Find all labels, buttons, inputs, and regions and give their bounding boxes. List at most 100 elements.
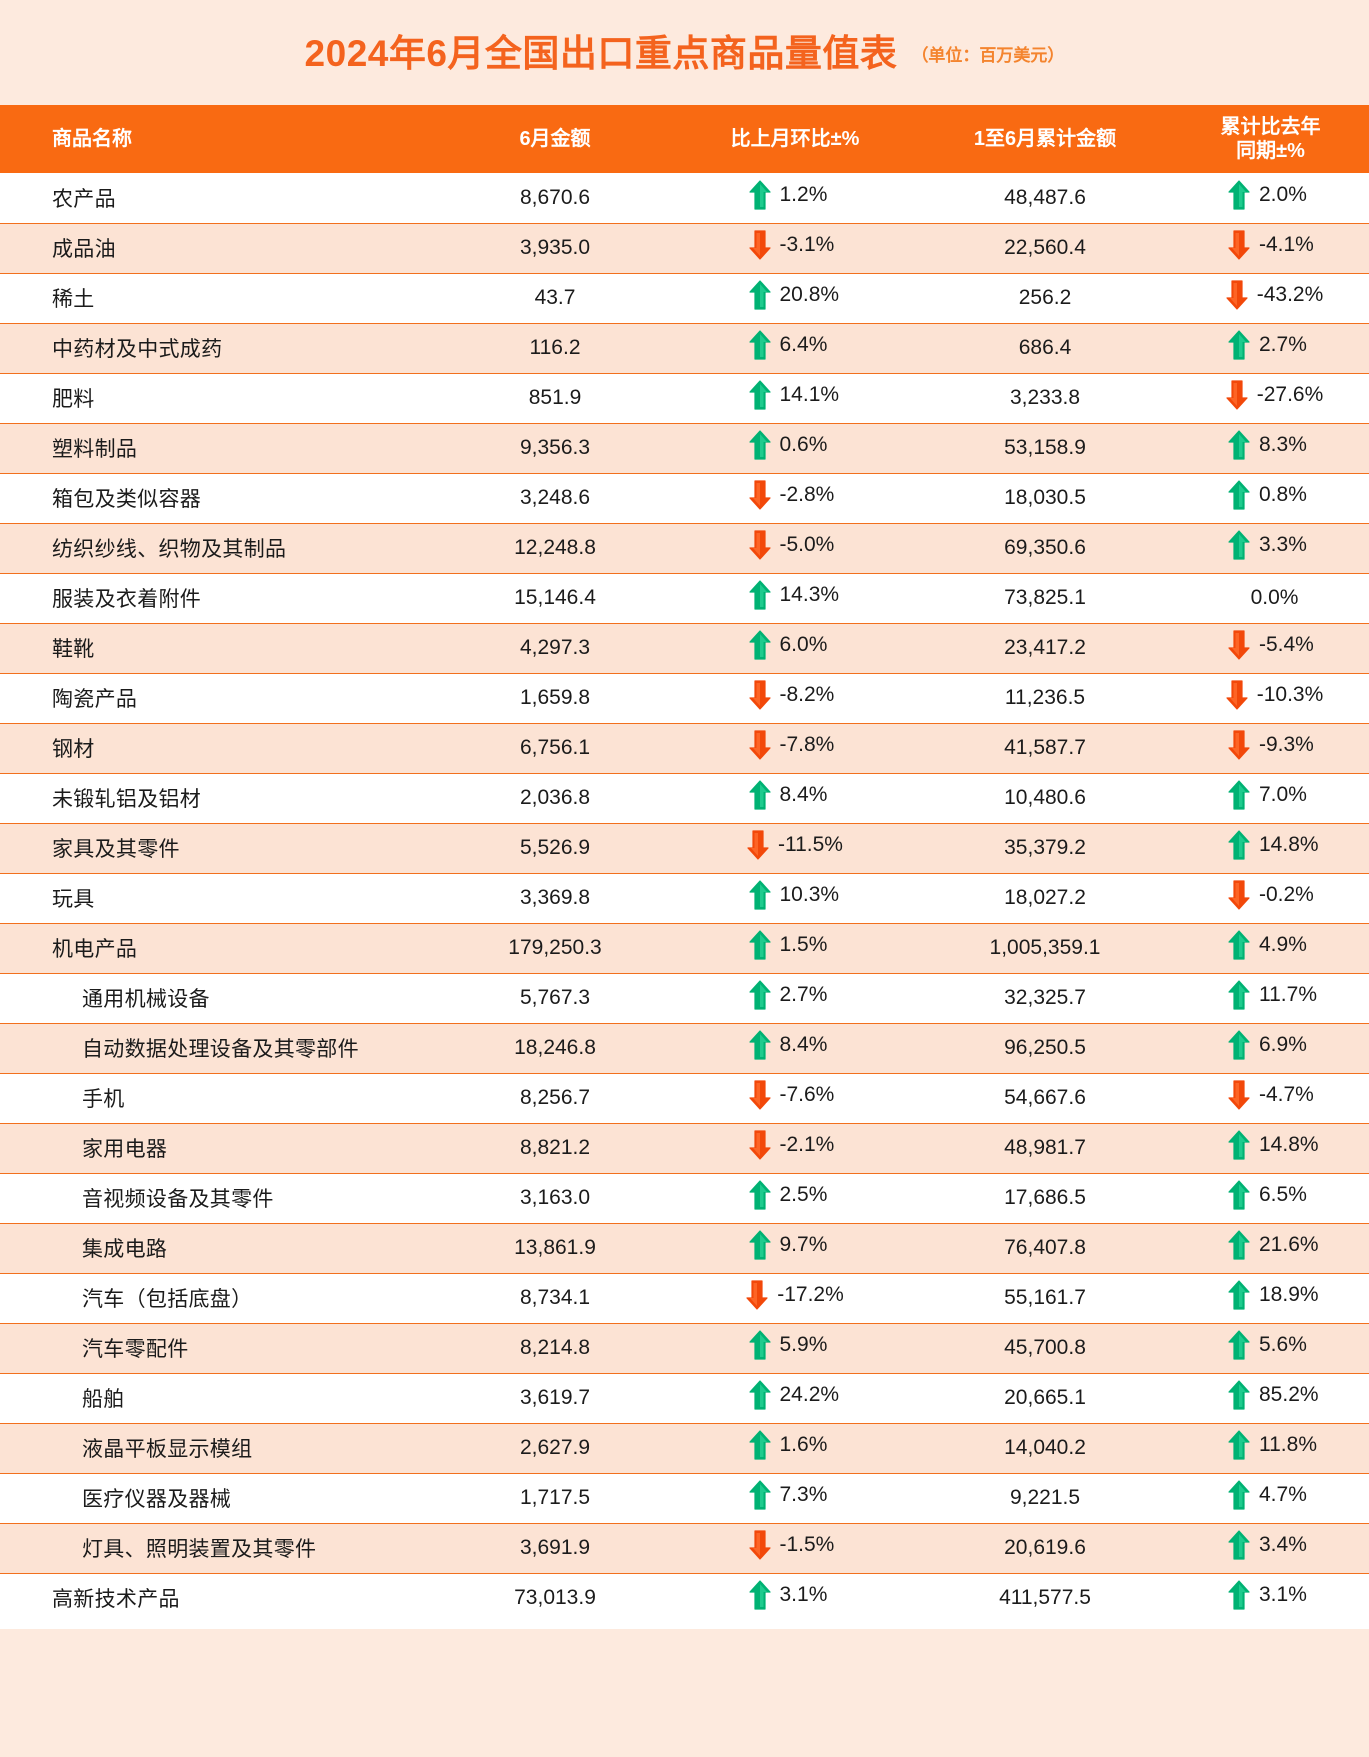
cell-commodity-name: 灯具、照明装置及其零件	[82, 1538, 317, 1561]
arrow-down-icon	[748, 1080, 771, 1110]
arrow-up-icon	[1228, 480, 1250, 510]
mom-change: 2.7%	[739, 980, 851, 1010]
arrow-down-icon	[1228, 730, 1250, 760]
cell-commodity-name: 服装及衣着附件	[52, 588, 202, 611]
cell-june-amount: 9,356.3	[519, 436, 591, 459]
cell-yoy: 11.7%	[1180, 973, 1369, 1023]
cell-yoy: 6.9%	[1180, 1023, 1369, 1073]
cell-june-amount: 13,861.9	[514, 1236, 596, 1259]
yoy-value: 5.6%	[1259, 1333, 1307, 1356]
cell-mom: 20.8%	[680, 273, 910, 323]
cell-yoy: -27.6%	[1180, 373, 1369, 423]
cell-mom: -3.1%	[680, 223, 910, 273]
cell-june-amount: 179,250.3	[508, 936, 602, 959]
yoy-change: 8.3%	[1219, 430, 1331, 460]
arrow-up-icon	[1228, 330, 1250, 360]
arrow-up-icon	[748, 380, 771, 410]
arrow-down-icon	[1228, 1080, 1250, 1110]
table-row: 通用机械设备 5,767.3 2.7% 32,325.7 11.7%	[0, 973, 1369, 1023]
cell-june-amount: 3,619.7	[519, 1386, 591, 1409]
cell-june-amount: 3,935.0	[519, 236, 591, 259]
cell-cumulative-amount: 55,161.7	[1004, 1286, 1086, 1309]
yoy-change: -5.4%	[1219, 630, 1331, 660]
cell-mom: 0.6%	[680, 423, 910, 473]
arrow-up-icon	[1228, 1030, 1250, 1060]
cell-mom: 6.4%	[680, 323, 910, 373]
table-row: 汽车零配件 8,214.8 5.9% 45,700.8 5.6%	[0, 1323, 1369, 1373]
cell-mom: 2.5%	[680, 1173, 910, 1223]
mom-value: -3.1%	[779, 233, 835, 256]
cell-mom: 14.3%	[680, 573, 910, 623]
yoy-change: 0.0%	[1219, 586, 1331, 610]
cell-yoy: 3.3%	[1180, 523, 1369, 573]
cell-june-amount: 8,670.6	[519, 185, 591, 209]
cell-yoy: 11.8%	[1180, 1423, 1369, 1473]
cell-yoy: -43.2%	[1180, 273, 1369, 323]
mom-change: -8.2%	[739, 680, 851, 710]
mom-value: 2.5%	[779, 1183, 828, 1206]
arrow-down-icon	[1228, 230, 1250, 260]
cell-june-amount: 1,717.5	[519, 1486, 591, 1509]
cell-mom: -17.2%	[680, 1273, 910, 1323]
arrow-up-icon	[1228, 830, 1250, 860]
cell-cumulative-amount: 96,250.5	[1004, 1036, 1086, 1059]
cell-mom: -8.2%	[680, 673, 910, 723]
column-header-amount: 6月金额	[430, 105, 680, 173]
mom-change: 2.5%	[739, 1180, 851, 1210]
cell-cumulative-amount: 10,480.6	[1004, 786, 1086, 809]
table-row: 稀土 43.7 20.8% 256.2 -43.2%	[0, 273, 1369, 323]
yoy-change: 5.6%	[1219, 1330, 1331, 1360]
cell-june-amount: 6,756.1	[519, 736, 591, 759]
mom-change: -17.2%	[739, 1280, 851, 1310]
mom-change: 0.6%	[739, 430, 851, 460]
arrow-up-icon	[1228, 1530, 1250, 1560]
yoy-value: -0.2%	[1259, 883, 1314, 906]
cell-yoy: 4.7%	[1180, 1473, 1369, 1523]
cell-cumulative-amount: 20,619.6	[1004, 1536, 1086, 1559]
cell-yoy: -5.4%	[1180, 623, 1369, 673]
arrow-down-icon	[748, 530, 771, 560]
mom-value: 24.2%	[779, 1383, 840, 1406]
cell-commodity-name: 钢材	[52, 738, 95, 761]
cell-yoy: 14.8%	[1180, 823, 1369, 873]
cell-cumulative-amount: 73,825.1	[1004, 586, 1086, 609]
export-data-table: 商品名称 6月金额 比上月环比±% 1至6月累计金额 累计比去年 同期±% 农产…	[0, 105, 1369, 1623]
table-row: 农产品 8,670.6 1.2% 48,487.6 2.0%	[0, 173, 1369, 223]
yoy-value: 6.5%	[1259, 1183, 1307, 1206]
cell-june-amount: 5,767.3	[519, 986, 591, 1009]
yoy-change: -0.2%	[1219, 880, 1331, 910]
table-row: 手机 8,256.7 -7.6% 54,667.6 -4.7%	[0, 1073, 1369, 1123]
cell-yoy: 3.4%	[1180, 1523, 1369, 1573]
mom-value: 6.0%	[779, 633, 828, 656]
table-row: 家用电器 8,821.2 -2.1% 48,981.7 14.8%	[0, 1123, 1369, 1173]
cell-cumulative-amount: 23,417.2	[1004, 636, 1086, 659]
cell-commodity-name: 家用电器	[82, 1138, 168, 1161]
yoy-change: 14.8%	[1219, 830, 1331, 860]
cell-commodity-name: 自动数据处理设备及其零部件	[82, 1038, 359, 1061]
mom-value: -8.2%	[779, 683, 835, 706]
mom-value: -2.1%	[779, 1133, 835, 1156]
cell-june-amount: 73,013.9	[514, 1586, 596, 1610]
yoy-value: -5.4%	[1259, 633, 1314, 656]
yoy-change: 11.7%	[1219, 980, 1331, 1010]
yoy-change: 6.5%	[1219, 1180, 1331, 1210]
cell-commodity-name: 高新技术产品	[52, 1588, 180, 1612]
cell-mom: 1.5%	[680, 923, 910, 973]
cell-commodity-name: 箱包及类似容器	[52, 488, 202, 511]
arrow-up-icon	[748, 280, 771, 310]
mom-change: 7.3%	[739, 1480, 851, 1510]
mom-change: 1.6%	[739, 1430, 851, 1460]
cell-cumulative-amount: 18,030.5	[1004, 486, 1086, 509]
cell-commodity-name: 家具及其零件	[52, 838, 180, 861]
yoy-value: 4.7%	[1259, 1483, 1307, 1506]
cell-commodity-name: 肥料	[52, 388, 95, 411]
mom-change: 5.9%	[739, 1330, 851, 1360]
yoy-value: -43.2%	[1256, 283, 1324, 306]
mom-change: -7.8%	[739, 730, 851, 760]
table-row: 钢材 6,756.1 -7.8% 41,587.7 -9.3%	[0, 723, 1369, 773]
arrow-up-icon	[1228, 530, 1250, 560]
cell-june-amount: 2,036.8	[519, 786, 591, 809]
mom-value: 0.6%	[779, 433, 828, 456]
cell-yoy: 0.8%	[1180, 473, 1369, 523]
